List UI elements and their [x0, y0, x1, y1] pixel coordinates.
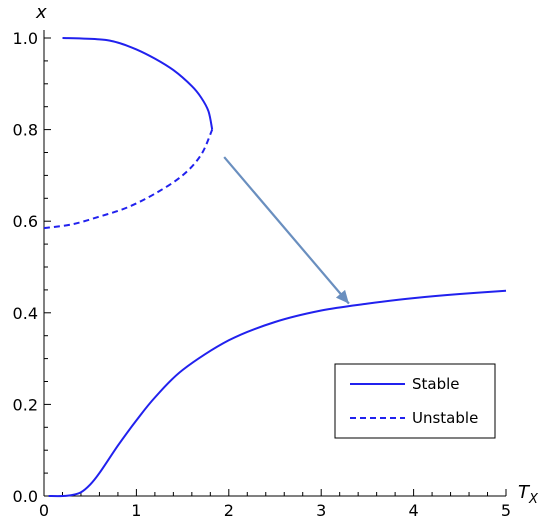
legend-stable-label: Stable: [412, 375, 460, 393]
y-tick-label: 0.2: [13, 395, 38, 414]
y-tick-label: 0.0: [13, 487, 38, 506]
x-tick-label: 3: [316, 501, 326, 520]
y-axis-label: x: [35, 2, 47, 23]
legend: Stable Unstable: [334, 363, 496, 439]
transition-arrow-head: [335, 289, 349, 304]
y-tick-label: 0.6: [13, 212, 38, 231]
x-tick-label: 4: [409, 501, 419, 520]
x-axis-label-sub: X: [528, 492, 539, 507]
y-tick-label: 1.0: [13, 29, 38, 48]
x-tick-label: 1: [131, 501, 141, 520]
legend-box: [334, 363, 496, 439]
x-axis-label: TX: [518, 482, 539, 507]
x-tick-label: 2: [224, 501, 234, 520]
series: [43, 37, 507, 498]
stable-series-line: [48, 289, 507, 498]
y-tick-label: 0.8: [13, 121, 38, 140]
transition-arrow-shaft: [223, 156, 350, 305]
x-tick-label: 5: [501, 501, 511, 520]
stable-series-line: [62, 37, 214, 130]
annotations: [223, 156, 350, 305]
legend-unstable-label: Unstable: [412, 409, 478, 427]
x-tick-label: 0: [39, 501, 49, 520]
axes: 0 1 2 3 4 5 0.0 0.2 0.4 0.6 0.8 1.0: [13, 29, 512, 520]
unstable-series-line: [43, 129, 214, 230]
x-axis-label-main: T: [518, 482, 531, 503]
y-tick-label: 0.4: [13, 304, 38, 323]
